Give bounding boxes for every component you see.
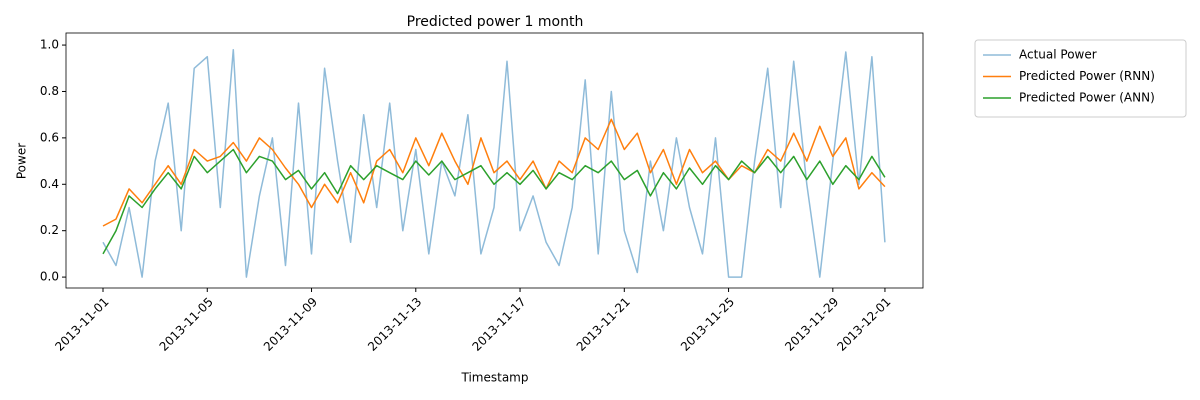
chart-title: Predicted power 1 month [407,14,584,30]
y-tick-label: 0.4 [40,177,59,191]
x-tick-label: 2013-11-13 [365,295,424,354]
y-tick-label: 1.0 [40,38,59,52]
plot-frame [65,32,924,289]
x-tick-label: 2013-12-01 [834,295,893,354]
x-tick-label: 2013-11-05 [157,295,216,354]
y-tick-label: 0.6 [40,130,59,144]
x-tick-label: 2013-11-21 [574,295,633,354]
x-tick-label: 2013-11-17 [469,295,528,354]
y-axis-title: Power [15,143,29,179]
y-tick-label: 0.2 [40,223,59,237]
y-tick-label: 0.0 [40,270,59,284]
series-line [102,148,886,255]
x-tick-label: 2013-11-29 [782,295,841,354]
legend-label: Predicted Power (ANN) [1019,91,1155,105]
x-tick-label: 2013-11-25 [678,295,737,354]
legend-label: Predicted Power (RNN) [1019,69,1155,83]
x-axis-title: Timestamp [461,371,529,385]
x-tick-label: 2013-11-09 [261,295,320,354]
legend-label: Actual Power [1019,48,1097,62]
x-tick-label: 2013-11-01 [52,295,111,354]
series-line [102,48,886,278]
y-tick-label: 0.8 [40,84,59,98]
legend-box [974,39,1187,118]
